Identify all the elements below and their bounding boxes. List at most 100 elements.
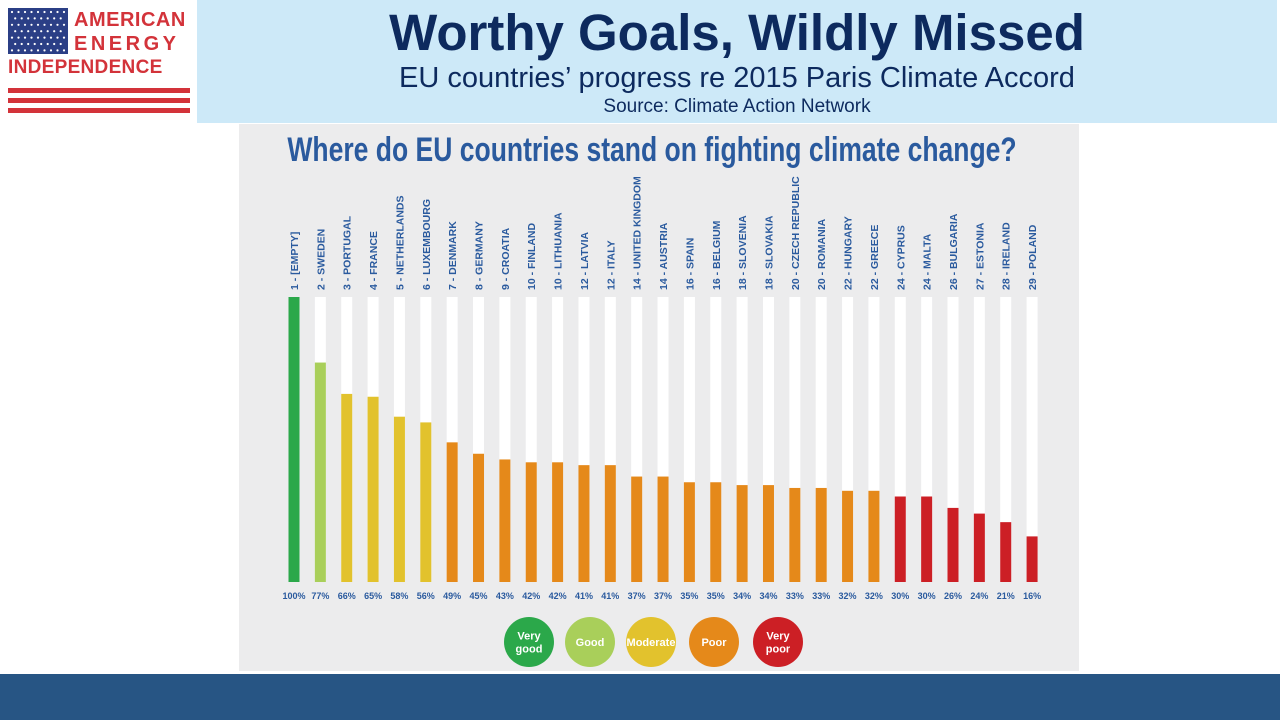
category-label: 12 - LATVIA (579, 231, 591, 290)
bar (341, 393, 353, 582)
category-label: 3 - PORTUGAL (342, 215, 354, 290)
bar (604, 465, 616, 582)
legend-swatch (626, 617, 676, 667)
legend-label: poor (766, 644, 791, 656)
category-label: 14 - UNITED KINGDOM (632, 176, 644, 290)
bar-track (473, 297, 485, 582)
us-flag-icon (8, 8, 68, 54)
page-title: Worthy Goals, Wildly Missed (389, 4, 1085, 61)
category-label: 10 - FINLAND (526, 222, 538, 290)
category-label: 28 - IRELAND (1001, 222, 1013, 290)
bar-track (552, 297, 564, 582)
bar (868, 490, 880, 582)
header-band (197, 0, 1277, 123)
value-label: 21% (997, 591, 1015, 601)
category-label: 16 - BELGIUM (711, 220, 723, 290)
value-label: 56% (417, 591, 435, 601)
value-label: 41% (575, 591, 593, 601)
value-label: 34% (759, 591, 777, 601)
source-note: Source: Climate Action Network (603, 96, 871, 117)
category-label: 20 - CZECH REPUBLIC (790, 176, 802, 290)
legend-swatch (504, 617, 554, 667)
logo: AMERICAN ENERGY INDEPENDENCE (8, 8, 190, 120)
bar (842, 490, 854, 582)
footer-band (0, 674, 1280, 720)
chart-title: Where do EU countries stand on fighting … (287, 131, 1016, 169)
bar (710, 482, 722, 582)
bar-track (683, 297, 695, 582)
bar (367, 396, 379, 582)
bar (446, 442, 458, 582)
bar (420, 422, 432, 582)
value-label: 34% (733, 591, 751, 601)
bar-track (657, 297, 669, 582)
category-label: 10 - LITHUANIA (553, 212, 565, 290)
bar (1000, 522, 1012, 582)
bar (894, 496, 906, 582)
legend-label: Moderate (627, 637, 676, 649)
legend-swatch (565, 617, 615, 667)
bar (314, 362, 326, 582)
value-label: 100% (282, 591, 305, 601)
category-label: 18 - SLOVENIA (737, 215, 749, 290)
bar-track (1000, 297, 1012, 582)
value-label: 35% (707, 591, 725, 601)
bar (736, 485, 748, 582)
value-label: 58% (390, 591, 408, 601)
legend-label: Very (517, 631, 541, 643)
value-label: 66% (338, 591, 356, 601)
value-label: 32% (839, 591, 857, 601)
bar (657, 476, 669, 582)
bar (552, 462, 564, 582)
value-label: 35% (680, 591, 698, 601)
bar-track (631, 297, 643, 582)
bar (499, 459, 511, 582)
value-label: 41% (601, 591, 619, 601)
value-label: 33% (812, 591, 830, 601)
bar-track (578, 297, 590, 582)
category-label: 24 - CYPRUS (895, 225, 907, 290)
value-label: 77% (311, 591, 329, 601)
category-label: 26 - BULGARIA (948, 213, 960, 290)
bar (973, 513, 985, 582)
bar-track (842, 297, 854, 582)
bar-track (736, 297, 748, 582)
bar-track (604, 297, 616, 582)
legend-label: good (516, 644, 543, 656)
logo-line-3: INDEPENDENCE (8, 57, 163, 78)
value-label: 65% (364, 591, 382, 601)
bar-chart: Where do EU countries stand on fighting … (282, 131, 1041, 667)
value-label: 26% (944, 591, 962, 601)
category-label: 5 - NETHERLANDS (394, 195, 406, 290)
category-label: 16 - SPAIN (684, 238, 696, 290)
category-label: 18 - SLOVAKIA (763, 215, 775, 290)
bar-track (973, 297, 985, 582)
value-label: 37% (628, 591, 646, 601)
bar-track (446, 297, 458, 582)
bar (1026, 536, 1038, 582)
bar-track (762, 297, 774, 582)
bar-track (525, 297, 537, 582)
category-label: 8 - GERMANY (474, 221, 486, 290)
category-label: 27 - ESTONIA (974, 222, 986, 290)
logo-stripes (8, 88, 190, 118)
category-label: 7 - DENMARK (447, 221, 459, 290)
bar-track (894, 297, 906, 582)
bar-track (710, 297, 722, 582)
category-label: 22 - HUNGARY (843, 216, 855, 290)
value-label: 30% (918, 591, 936, 601)
legend-label: Good (576, 637, 605, 649)
chart-panel: Where do EU countries stand on fighting … (239, 124, 1079, 671)
bar (393, 416, 405, 582)
bar (578, 465, 590, 582)
bar (525, 462, 537, 582)
bar (631, 476, 643, 582)
value-label: 45% (470, 591, 488, 601)
category-label: 12 - ITALY (605, 240, 617, 290)
category-label: 14 - AUSTRIA (658, 222, 670, 290)
bar (473, 453, 485, 582)
logo-line-1: AMERICAN (74, 9, 186, 31)
page-subtitle: EU countries’ progress re 2015 Paris Cli… (399, 62, 1075, 94)
category-label: 22 - GREECE (869, 225, 881, 290)
bar (288, 297, 300, 582)
